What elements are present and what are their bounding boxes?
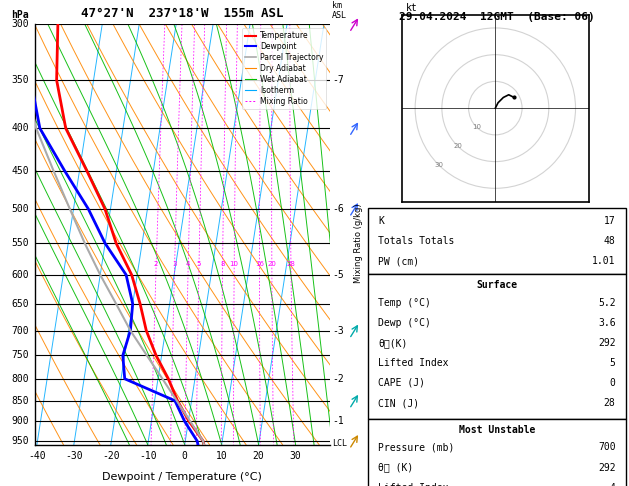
Text: LCL: LCL [332, 439, 347, 449]
Text: -5: -5 [332, 270, 343, 280]
Text: 16: 16 [255, 261, 264, 267]
Text: CIN (J): CIN (J) [378, 398, 420, 408]
Text: Lifted Index: Lifted Index [378, 358, 448, 368]
Text: 28: 28 [287, 261, 296, 267]
Text: 2: 2 [154, 261, 159, 267]
Text: km
ASL: km ASL [332, 0, 347, 20]
Text: 30: 30 [290, 451, 301, 461]
Text: Dewpoint / Temperature (°C): Dewpoint / Temperature (°C) [103, 472, 262, 482]
Text: 5: 5 [610, 358, 616, 368]
Text: 500: 500 [11, 204, 29, 214]
Text: 700: 700 [11, 326, 29, 335]
Text: 950: 950 [11, 436, 29, 446]
Text: 292: 292 [598, 338, 616, 348]
Text: Temp (°C): Temp (°C) [378, 297, 431, 308]
Text: 800: 800 [11, 374, 29, 384]
Text: θᴇ (K): θᴇ (K) [378, 463, 413, 472]
Text: CAPE (J): CAPE (J) [378, 378, 425, 388]
Text: 8: 8 [220, 261, 225, 267]
Text: θᴇ(K): θᴇ(K) [378, 338, 408, 348]
Text: -1: -1 [332, 417, 343, 426]
Text: 350: 350 [11, 75, 29, 85]
Text: 10: 10 [216, 451, 228, 461]
Text: Most Unstable: Most Unstable [459, 425, 535, 435]
Text: 600: 600 [11, 270, 29, 280]
Text: 17: 17 [604, 216, 616, 226]
Text: 5.2: 5.2 [598, 297, 616, 308]
Text: Pressure (mb): Pressure (mb) [378, 442, 455, 452]
Text: K: K [378, 216, 384, 226]
Text: 28: 28 [604, 398, 616, 408]
Text: 3.6: 3.6 [598, 318, 616, 328]
Text: 300: 300 [11, 19, 29, 29]
Text: -2: -2 [332, 374, 343, 384]
Bar [368, 419, 626, 486]
Bar [368, 208, 626, 274]
Text: 29.04.2024  12GMT  (Base: 06): 29.04.2024 12GMT (Base: 06) [399, 12, 595, 22]
Bar [368, 274, 626, 419]
Text: 30: 30 [434, 162, 443, 168]
Text: kt: kt [406, 3, 417, 13]
Text: Totals Totals: Totals Totals [378, 236, 455, 246]
Text: 900: 900 [11, 417, 29, 426]
Text: hPa: hPa [11, 10, 28, 20]
Text: 10: 10 [472, 124, 481, 130]
Text: 20: 20 [253, 451, 264, 461]
Text: 550: 550 [11, 238, 29, 248]
Text: 650: 650 [11, 299, 29, 309]
Text: 4: 4 [610, 483, 616, 486]
Legend: Temperature, Dewpoint, Parcel Trajectory, Dry Adiabat, Wet Adiabat, Isotherm, Mi: Temperature, Dewpoint, Parcel Trajectory… [242, 28, 326, 109]
Text: 0: 0 [610, 378, 616, 388]
Text: 4: 4 [186, 261, 191, 267]
Text: -3: -3 [332, 326, 343, 335]
Text: 3: 3 [172, 261, 177, 267]
Text: 700: 700 [598, 442, 616, 452]
Text: Mixing Ratio (g/kg): Mixing Ratio (g/kg) [354, 203, 363, 283]
Text: 20: 20 [267, 261, 276, 267]
Text: 1.01: 1.01 [592, 256, 616, 266]
Text: -30: -30 [65, 451, 82, 461]
Text: Lifted Index: Lifted Index [378, 483, 448, 486]
Text: 292: 292 [598, 463, 616, 472]
Text: 0: 0 [182, 451, 187, 461]
Text: 5: 5 [197, 261, 201, 267]
Text: 10: 10 [230, 261, 238, 267]
Text: 20: 20 [453, 143, 462, 149]
Text: 750: 750 [11, 350, 29, 361]
Text: -7: -7 [332, 75, 343, 85]
Text: PW (cm): PW (cm) [378, 256, 420, 266]
Text: -20: -20 [102, 451, 120, 461]
Text: -10: -10 [139, 451, 157, 461]
Text: 850: 850 [11, 396, 29, 406]
Text: Dewp (°C): Dewp (°C) [378, 318, 431, 328]
Text: -6: -6 [332, 204, 343, 214]
Text: 47°27'N  237°18'W  155m ASL: 47°27'N 237°18'W 155m ASL [81, 7, 284, 20]
Text: 450: 450 [11, 166, 29, 176]
Text: 48: 48 [604, 236, 616, 246]
Text: -40: -40 [28, 451, 46, 461]
Text: 400: 400 [11, 123, 29, 133]
Text: Surface: Surface [476, 280, 518, 291]
